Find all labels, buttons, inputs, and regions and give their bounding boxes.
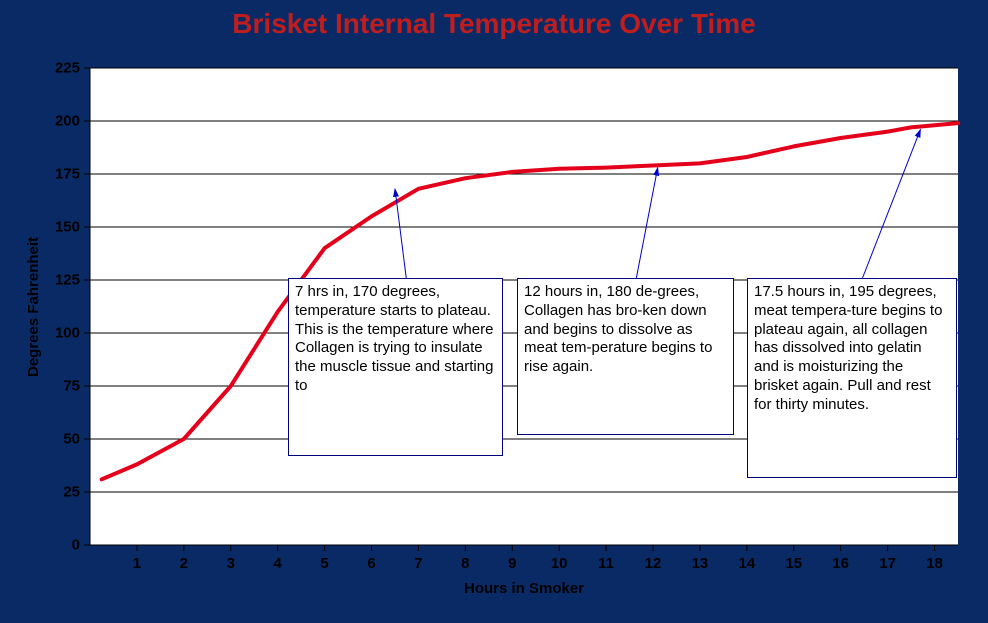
y-tick-label: 0 xyxy=(40,537,80,554)
x-tick-label: 13 xyxy=(685,555,715,572)
y-tick-label: 175 xyxy=(40,166,80,183)
x-tick-label: 6 xyxy=(357,555,387,572)
x-tick-label: 15 xyxy=(779,555,809,572)
callout-12hr: 12 hours in, 180 de-grees, Collagen has … xyxy=(517,278,734,435)
x-tick-label: 1 xyxy=(122,555,152,572)
x-tick-label: 5 xyxy=(310,555,340,572)
x-tick-label: 8 xyxy=(450,555,480,572)
y-tick-label: 200 xyxy=(40,113,80,130)
x-tick-label: 12 xyxy=(638,555,668,572)
callout-17hr: 17.5 hours in, 195 degrees, meat tempera… xyxy=(747,278,957,478)
x-tick-label: 18 xyxy=(920,555,950,572)
x-tick-label: 10 xyxy=(544,555,574,572)
x-tick-label: 7 xyxy=(403,555,433,572)
y-tick-label: 75 xyxy=(40,378,80,395)
x-axis-label: Hours in Smoker xyxy=(90,580,958,597)
y-tick-label: 25 xyxy=(40,484,80,501)
x-tick-label: 11 xyxy=(591,555,621,572)
x-tick-label: 17 xyxy=(873,555,903,572)
y-tick-label: 125 xyxy=(40,272,80,289)
chart-container: { "chart": { "type": "line", "title": "B… xyxy=(0,0,988,623)
x-tick-label: 3 xyxy=(216,555,246,572)
y-tick-label: 150 xyxy=(40,219,80,236)
chart-title: Brisket Internal Temperature Over Time xyxy=(0,8,988,40)
x-tick-label: 16 xyxy=(826,555,856,572)
y-tick-label: 225 xyxy=(40,60,80,77)
x-tick-label: 2 xyxy=(169,555,199,572)
y-tick-label: 50 xyxy=(40,431,80,448)
x-tick-label: 9 xyxy=(497,555,527,572)
x-tick-label: 14 xyxy=(732,555,762,572)
y-axis-label: Degrees Fahrenheit xyxy=(25,236,42,376)
callout-7hr: 7 hrs in, 170 degrees, temperature start… xyxy=(288,278,503,456)
x-tick-label: 4 xyxy=(263,555,293,572)
y-tick-label: 100 xyxy=(40,325,80,342)
